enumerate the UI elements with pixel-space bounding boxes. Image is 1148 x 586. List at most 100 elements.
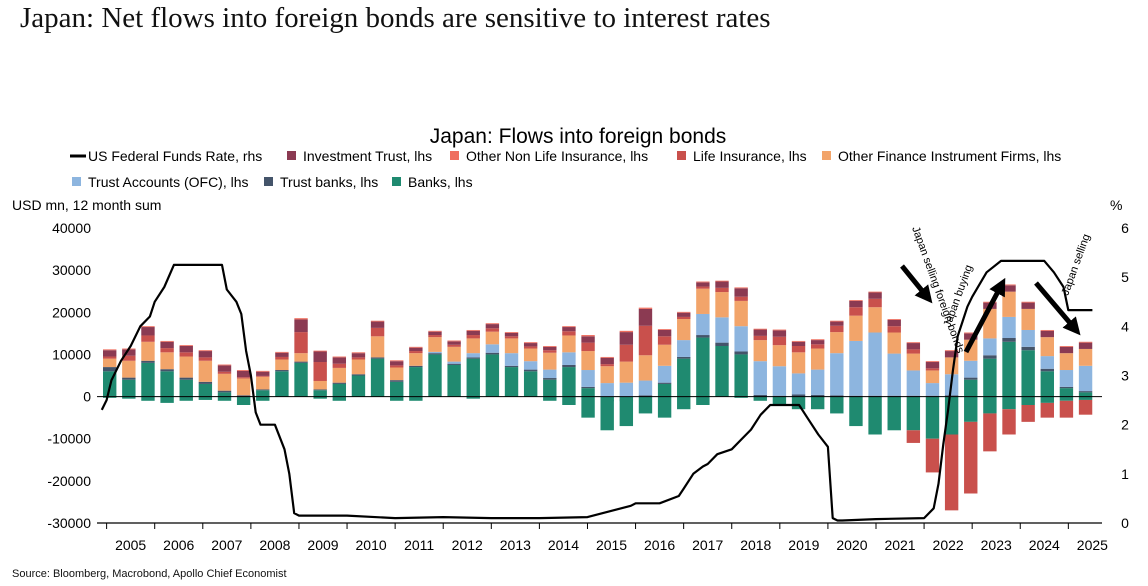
rate-line-layer: [100, 259, 1093, 522]
bar-other_finance: [562, 335, 576, 353]
bar-life_insurance: [753, 335, 767, 341]
bar-trust_accounts: [523, 361, 538, 370]
bar-other_nonlife: [370, 320, 385, 322]
bar-other_finance: [179, 356, 193, 378]
bar-other_nonlife: [1040, 329, 1054, 331]
y-tick-label: 10000: [52, 346, 91, 362]
bar-trust_banks: [1078, 391, 1093, 393]
y-axis-label: USD mn, 12 month sum: [12, 197, 161, 213]
bar-banks: [543, 379, 557, 397]
bar-other_nonlife: [753, 328, 767, 330]
bar-life_insurance: [581, 342, 595, 352]
arrow-japan-buying-2023: [963, 277, 1006, 354]
bar-investment_trust: [122, 349, 136, 356]
bar-banks: [179, 379, 193, 397]
x-tick-label: 2011: [404, 537, 434, 553]
bar-neg-banks: [906, 396, 921, 431]
legend-label: Investment Trust, lhs: [303, 148, 432, 164]
y-tick-label: -20000: [47, 473, 91, 489]
bar-other_finance: [772, 345, 787, 367]
bar-trust_banks: [543, 378, 557, 380]
bar-other_nonlife: [887, 319, 901, 320]
bar-banks: [351, 375, 366, 397]
bar-banks: [734, 354, 748, 397]
bar-investment_trust: [256, 371, 270, 376]
bar-neg-banks: [772, 396, 787, 405]
legend-swatch-7: [392, 177, 401, 186]
bar-other_finance: [313, 380, 327, 390]
bar-investment_trust: [677, 312, 691, 317]
bar-investment_trust: [715, 281, 729, 288]
bar-other_finance: [198, 360, 213, 382]
annotation-japan-selling: Japan selling: [1060, 233, 1093, 297]
x-tick-label: 2015: [596, 537, 627, 553]
y2-tick-label: 3: [1121, 368, 1129, 384]
bar-investment_trust: [657, 329, 672, 337]
bar-trust_accounts: [868, 332, 882, 396]
bar-life_insurance: [409, 351, 423, 354]
bar-other_finance: [217, 373, 232, 391]
bar-investment_trust: [810, 340, 825, 345]
bar-neg-banks: [409, 396, 423, 401]
y2-tick-label: 2: [1121, 417, 1129, 433]
bar-investment_trust: [1002, 285, 1016, 292]
bar-other_finance: [696, 288, 710, 314]
bar-banks: [256, 390, 270, 397]
bar-investment_trust: [390, 361, 404, 366]
bar-other_nonlife: [600, 356, 614, 358]
bar-investment_trust: [428, 331, 442, 336]
y2-axis-label: %: [1110, 197, 1122, 213]
bar-other_nonlife: [313, 350, 327, 352]
bar-neg-banks: [1021, 396, 1035, 405]
bar-trust_banks: [466, 357, 480, 359]
bar-neg-banks: [313, 396, 327, 399]
bar-other_finance: [236, 378, 251, 396]
bar-neg-life_insurance: [925, 438, 940, 473]
bar-trust_banks: [753, 394, 767, 397]
bar-banks: [447, 364, 461, 397]
x-tick-label: 2009: [307, 537, 338, 553]
bar-other_finance: [868, 307, 882, 333]
bar-neg-banks: [256, 396, 270, 401]
x-tick-label: 2008: [259, 537, 290, 553]
bar-life_insurance: [160, 348, 174, 353]
bar-neg-banks: [1040, 396, 1054, 403]
bar-trust_banks: [294, 361, 308, 363]
bar-neg-banks: [1002, 396, 1016, 410]
bar-other_nonlife: [390, 360, 404, 362]
bar-trust_accounts: [810, 369, 825, 395]
bar-neg-banks: [581, 396, 595, 418]
bar-trust_accounts: [543, 369, 557, 379]
bar-other_nonlife: [543, 346, 557, 347]
bar-other_nonlife: [103, 349, 117, 351]
bar-life_insurance: [466, 335, 480, 339]
bar-neg-banks: [236, 396, 251, 405]
bar-neg-life_insurance: [1078, 399, 1093, 415]
x-tick-label: 2010: [356, 537, 387, 553]
bar-neg-banks: [677, 396, 691, 410]
legend-label: Other Non Life Insurance, lhs: [466, 148, 648, 164]
bar-trust_accounts: [715, 317, 729, 343]
bar-investment_trust: [485, 324, 500, 329]
bar-banks: [390, 381, 404, 397]
bar-layer: [103, 280, 1093, 511]
y-tick-label: 30000: [52, 262, 91, 278]
bar-trust_banks: [370, 357, 385, 359]
bar-investment_trust: [1059, 346, 1074, 354]
bar-other_nonlife: [332, 356, 347, 358]
legend-label: Trust banks, lhs: [280, 174, 378, 190]
arrow-japan-selling-2024: [1034, 281, 1081, 336]
bar-other_nonlife: [1059, 346, 1074, 347]
y2-tick-label: 0: [1121, 515, 1129, 531]
legend-swatch-4: [822, 151, 831, 160]
bar-investment_trust: [236, 370, 251, 378]
bar-trust_accounts: [1078, 365, 1093, 392]
bar-trust_accounts: [1021, 329, 1035, 347]
bar-banks: [1078, 392, 1093, 397]
bar-other_nonlife: [715, 280, 729, 282]
x-tick-label: 2013: [500, 537, 531, 553]
x-tick-label: 2019: [788, 537, 819, 553]
bar-investment_trust: [294, 319, 308, 333]
